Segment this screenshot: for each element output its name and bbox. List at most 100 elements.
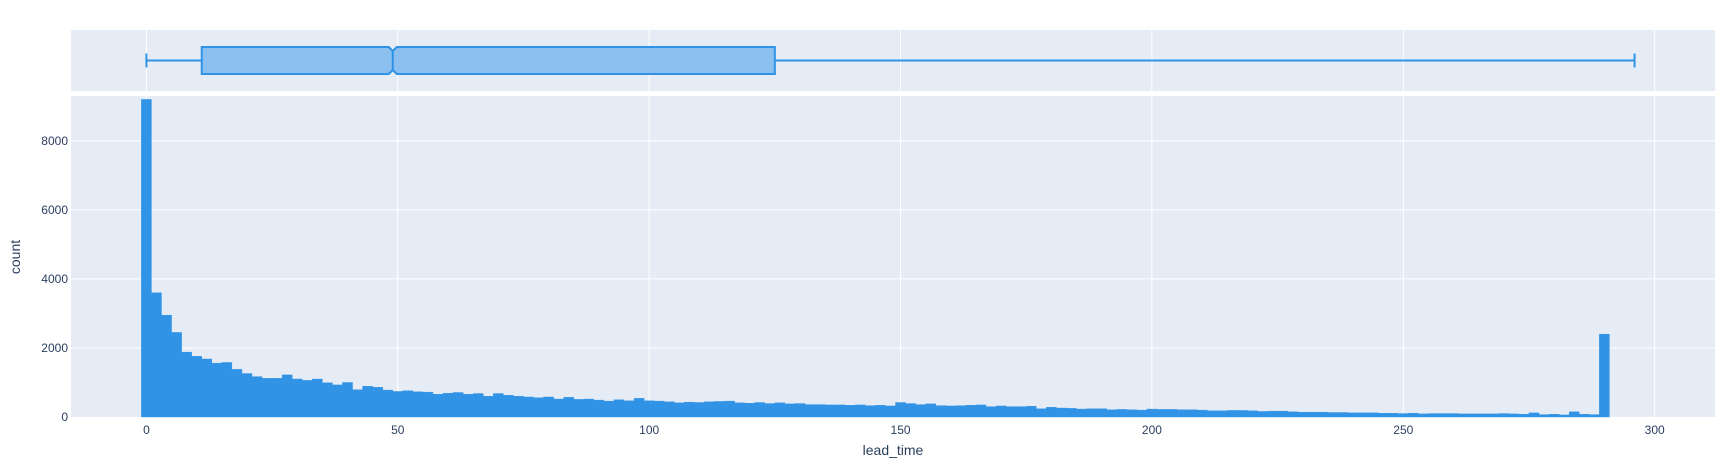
histogram-bar <box>885 405 896 418</box>
histogram-bar <box>965 405 977 418</box>
histogram-bar <box>1377 413 1389 418</box>
histogram-bar <box>1579 414 1590 418</box>
histogram-bar <box>523 396 534 418</box>
histogram-bar <box>774 402 786 418</box>
histogram-bar <box>875 405 886 418</box>
histogram-bar <box>231 369 243 418</box>
histogram-bar <box>985 406 997 418</box>
histogram-bar <box>201 358 212 418</box>
histogram-bar <box>1327 412 1339 418</box>
histogram-bar <box>925 403 936 418</box>
histogram-bar <box>1548 414 1560 418</box>
histogram-bar <box>442 392 454 418</box>
histogram-bar <box>221 362 233 418</box>
histogram-bar <box>583 398 595 418</box>
histogram-bar <box>1227 410 1238 418</box>
histogram-bar <box>734 402 745 418</box>
histogram-bar <box>1046 407 1057 418</box>
histogram-bar <box>1005 406 1017 418</box>
histogram-bar <box>1428 413 1439 418</box>
histogram-bar <box>1166 409 1178 418</box>
histogram-bar <box>372 387 383 418</box>
histogram-bar <box>1237 410 1248 418</box>
histogram-bar <box>1347 412 1359 418</box>
histogram-bar <box>1488 413 1500 418</box>
histogram-bar <box>1569 411 1580 418</box>
histogram-bar <box>855 404 866 418</box>
histogram-bar <box>613 399 625 418</box>
histogram-bar <box>995 405 1007 418</box>
histogram-gridlines <box>71 96 1715 417</box>
x-tick-label: 100 <box>639 423 659 437</box>
histogram-bar <box>141 99 152 418</box>
x-axis-title: lead_time <box>863 442 924 458</box>
histogram-bar <box>1126 409 1138 418</box>
histogram-bar <box>322 382 333 418</box>
histogram-bar <box>674 402 685 418</box>
histogram-bar <box>1438 413 1449 418</box>
histogram-bar <box>814 404 826 418</box>
histogram-bar <box>392 391 404 418</box>
histogram-bar <box>975 404 987 418</box>
histogram-bar <box>332 384 343 418</box>
histogram-bar <box>402 390 414 418</box>
histogram-bar <box>1257 411 1268 418</box>
histogram-bar <box>955 405 967 418</box>
histogram-bar <box>412 391 424 418</box>
histogram-bar <box>593 399 605 418</box>
histogram-bar <box>1076 408 1087 418</box>
histogram-bar <box>1398 413 1409 418</box>
histogram-bar <box>151 292 162 418</box>
histogram-bar <box>1367 412 1379 418</box>
histogram-bar <box>1186 409 1198 418</box>
histogram-bar <box>1558 414 1570 418</box>
histogram-bar <box>824 404 836 418</box>
histogram-bar <box>483 396 494 418</box>
y-axis-title: count <box>7 240 23 274</box>
histogram-bar <box>362 386 373 418</box>
y-tick-label: 8000 <box>41 134 68 148</box>
histogram-bar <box>1066 408 1077 418</box>
histogram-bar <box>1277 410 1288 418</box>
box-plot <box>145 46 1636 75</box>
y-tick-label: 4000 <box>41 272 68 286</box>
histogram-bar <box>181 351 192 418</box>
histogram-bar <box>1026 406 1037 418</box>
histogram-bar <box>754 402 765 418</box>
histogram-bar <box>251 376 263 418</box>
y-tick-label: 6000 <box>41 203 68 217</box>
histogram-bar <box>1267 410 1278 418</box>
histogram-bar <box>352 389 363 418</box>
histogram-subplot: 0 2000 4000 6000 8000 0 50 100 150 200 250 300 <box>41 96 1715 437</box>
histogram-bar <box>1599 333 1610 418</box>
histogram-bar <box>794 403 806 418</box>
histogram-bar <box>1287 411 1298 418</box>
histogram-bar <box>1528 412 1540 418</box>
histogram-bar <box>1096 408 1107 418</box>
x-tick-label: 250 <box>1393 423 1413 437</box>
histogram-bar <box>191 356 202 418</box>
histogram-bar <box>493 393 504 418</box>
histogram-bar <box>292 378 303 418</box>
histogram-bar <box>1146 408 1158 418</box>
histogram-bar <box>1478 413 1489 418</box>
histogram-bar <box>1448 413 1459 418</box>
y-axis-ticks: 0 2000 4000 6000 8000 <box>41 134 68 424</box>
histogram-bar <box>845 405 856 418</box>
histogram-bar <box>1518 414 1530 418</box>
histogram-bar <box>161 314 172 418</box>
histogram-bar <box>915 404 926 418</box>
histogram-bar <box>342 382 353 418</box>
histogram-bar <box>945 405 957 418</box>
histogram-bar <box>1196 409 1208 418</box>
histogram-bar <box>432 394 444 418</box>
histogram-bar <box>664 401 675 418</box>
x-tick-label: 200 <box>1142 423 1162 437</box>
box-subplot <box>71 30 1715 91</box>
histogram-bar <box>935 405 946 418</box>
histogram-bar <box>603 400 615 418</box>
histogram-bar <box>784 403 796 418</box>
histogram-bar <box>1106 409 1117 418</box>
histogram-plot-area <box>71 96 1715 417</box>
histogram-bar <box>1116 409 1127 418</box>
